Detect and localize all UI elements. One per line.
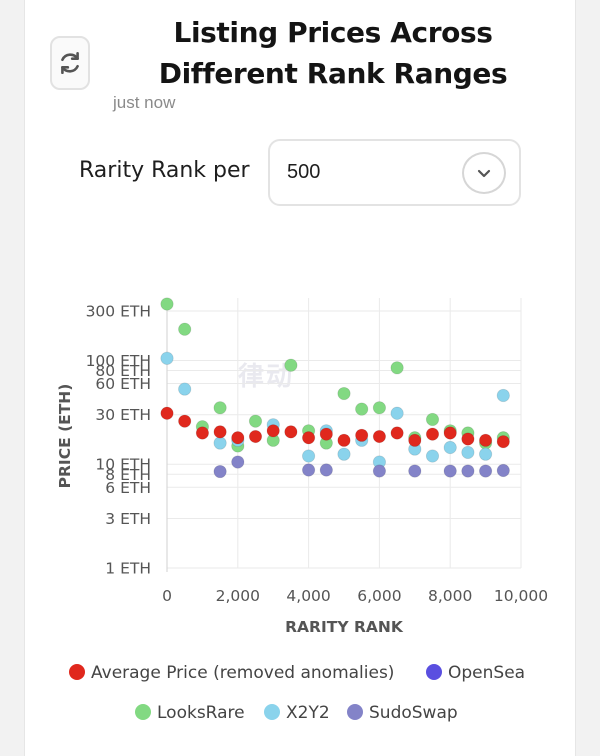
- sudoswap-point: [408, 464, 422, 478]
- y-tick-label: 80 ETH: [95, 362, 151, 380]
- average-price-removed-anomalies-point: [319, 427, 333, 441]
- x-axis-title: RARITY RANK: [285, 618, 404, 636]
- sudoswap-point: [319, 463, 333, 477]
- legend-swatch-average-price-removed-anomalies: [69, 664, 85, 680]
- legend-swatch-opensea: [426, 664, 442, 680]
- legend-label-average-price-removed-anomalies: Average Price (removed anomalies): [91, 663, 394, 683]
- x2y2-point: [337, 447, 351, 461]
- legend-label-opensea: OpenSea: [448, 663, 525, 683]
- looksrare-point: [372, 401, 386, 415]
- sudoswap-point: [443, 464, 457, 478]
- looksrare-point: [425, 412, 440, 427]
- x2y2-point: [461, 445, 475, 460]
- x2y2-point: [390, 406, 404, 420]
- x-tick-label: 10,000: [494, 587, 548, 605]
- sudoswap-point: [496, 463, 510, 478]
- average-price-removed-anomalies-point: [213, 425, 227, 439]
- y-tick-label: 3 ETH: [105, 510, 151, 528]
- looksrare-point: [337, 386, 351, 401]
- average-price-removed-anomalies-point: [496, 435, 510, 449]
- average-price-removed-anomalies-point: [160, 406, 174, 420]
- looksrare-point: [178, 322, 192, 336]
- rank-range-value: 500: [287, 161, 321, 183]
- x2y2-point: [478, 447, 493, 461]
- last-updated-timestamp: just now: [113, 93, 176, 112]
- rank-range-select[interactable]: 500: [268, 139, 521, 206]
- average-price-removed-anomalies-point: [178, 414, 192, 428]
- average-price-removed-anomalies-point: [443, 426, 457, 440]
- x2y2-point: [178, 382, 192, 396]
- average-price-removed-anomalies-point: [425, 427, 440, 441]
- y-tick-label: 10 ETH: [95, 456, 151, 474]
- x2y2-point: [213, 436, 227, 450]
- sudoswap-point: [213, 464, 227, 479]
- rarity-rank-label: Rarity Rank per: [79, 158, 250, 183]
- sudoswap-point: [301, 463, 316, 477]
- y-tick-label: 300 ETH: [86, 302, 151, 320]
- average-price-removed-anomalies-point: [284, 425, 298, 439]
- average-price-removed-anomalies-point: [478, 433, 493, 447]
- legend-label-sudoswap: SudoSwap: [369, 703, 458, 723]
- average-price-removed-anomalies-point: [372, 429, 386, 444]
- sudoswap-point: [231, 455, 245, 469]
- refresh-button[interactable]: [50, 36, 90, 90]
- legend-label-x2y2: X2Y2: [286, 703, 330, 723]
- chart-card: [24, 0, 576, 756]
- x2y2-point: [496, 388, 510, 403]
- legend-swatch-sudoswap: [347, 704, 363, 720]
- x2y2-point: [443, 440, 457, 455]
- looksrare-point: [284, 358, 298, 372]
- looksrare-point: [390, 361, 404, 375]
- legend-swatch-x2y2: [264, 704, 280, 720]
- sudoswap-point: [461, 464, 475, 478]
- sudoswap-point: [478, 464, 493, 478]
- looksrare-point: [355, 402, 369, 416]
- x2y2-point: [301, 449, 316, 463]
- average-price-removed-anomalies-point: [461, 432, 475, 446]
- y-tick-label: 1 ETH: [105, 560, 151, 578]
- average-price-removed-anomalies-point: [355, 428, 369, 442]
- average-price-removed-anomalies-point: [231, 431, 245, 445]
- x-tick-label: 0: [162, 587, 172, 605]
- average-price-removed-anomalies-point: [390, 426, 404, 440]
- x-tick-label: 8,000: [428, 587, 472, 605]
- y-tick-label: 60 ETH: [95, 375, 151, 393]
- page-title: Listing Prices Across Different Rank Ran…: [158, 16, 508, 90]
- y-tick-label: 100 ETH: [86, 352, 151, 370]
- x2y2-point: [425, 449, 440, 463]
- x2y2-point: [160, 351, 174, 365]
- x-tick-label: 4,000: [286, 587, 330, 605]
- average-price-removed-anomalies-point: [301, 431, 316, 445]
- legend-swatch-looksrare: [135, 704, 151, 720]
- refresh-icon: [61, 51, 79, 75]
- y-axis-title: PRICE (ETH): [56, 384, 74, 489]
- legend-label-looksrare: LooksRare: [157, 703, 245, 723]
- watermark-logo: 律动: [238, 361, 295, 391]
- average-price-removed-anomalies-point: [408, 433, 422, 447]
- y-tick-label: 30 ETH: [95, 406, 151, 424]
- chevron-down-icon[interactable]: [462, 152, 506, 194]
- average-price-removed-anomalies-point: [266, 424, 280, 438]
- y-tick-label: 8 ETH: [105, 466, 151, 484]
- x-tick-label: 6,000: [357, 587, 401, 605]
- average-price-removed-anomalies-point: [337, 433, 351, 447]
- average-price-removed-anomalies-point: [248, 429, 263, 444]
- looksrare-point: [248, 414, 263, 428]
- sudoswap-point: [372, 464, 386, 478]
- average-price-removed-anomalies-point: [195, 426, 209, 440]
- x-tick-label: 2,000: [216, 587, 260, 605]
- y-tick-label: 6 ETH: [105, 479, 151, 497]
- looksrare-point: [213, 401, 227, 415]
- looksrare-point: [160, 297, 174, 311]
